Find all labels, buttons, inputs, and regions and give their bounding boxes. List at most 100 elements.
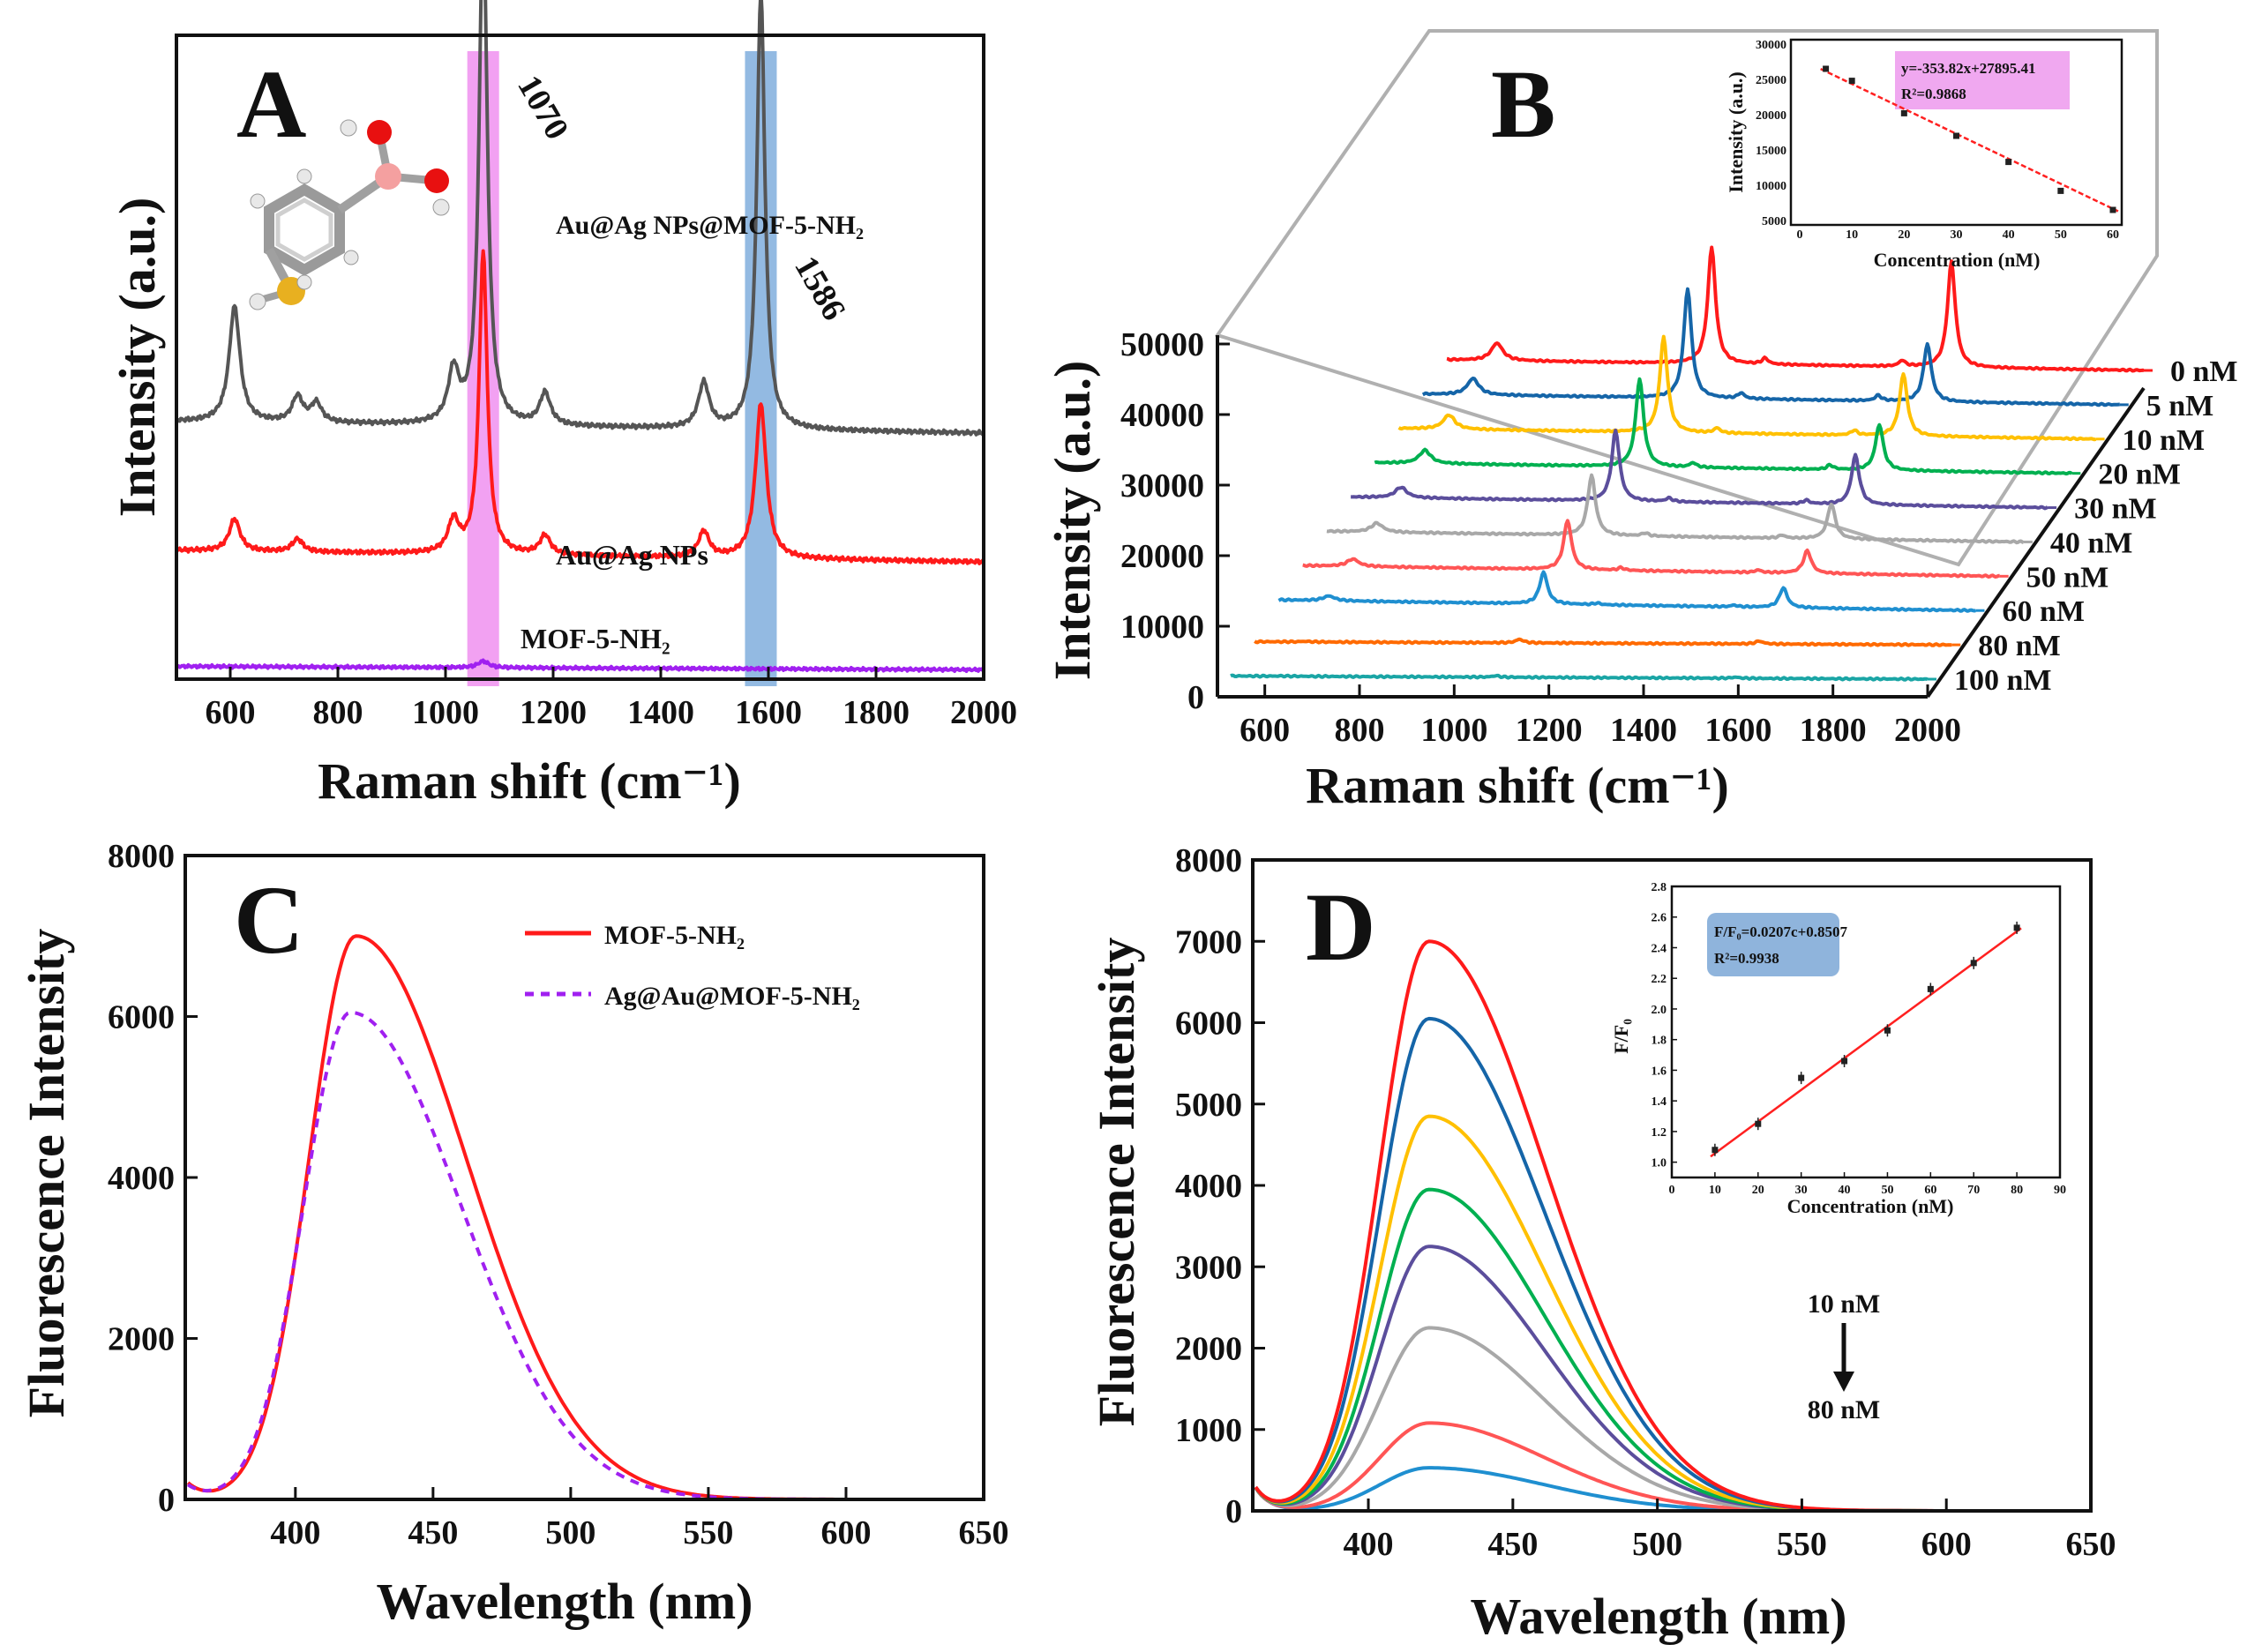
panel-d-y-tick-label: 0 bbox=[1225, 1493, 1242, 1530]
panel-d-inset-point bbox=[1884, 1027, 1891, 1034]
panel-d-inset-x-tick-label: 90 bbox=[2054, 1184, 2066, 1197]
panel-d-inset-point bbox=[2013, 924, 2020, 931]
panel-a-label: A bbox=[236, 50, 306, 158]
panel-d-inset-y-tick-label: 2.8 bbox=[1652, 881, 1667, 894]
panel-b-inset-point bbox=[2109, 206, 2116, 213]
panel-b-inset-point bbox=[1823, 65, 1830, 72]
panel-b-concentration-label: 100 nM bbox=[1954, 664, 2052, 697]
panel-b-x-tick-label: 1400 bbox=[1610, 712, 1677, 749]
panel-b-inset-x-tick-label: 40 bbox=[2003, 228, 2015, 242]
panel-d-inset-point bbox=[1755, 1120, 1762, 1127]
panel-d-inset-point bbox=[1841, 1058, 1848, 1065]
panel-b-label: B bbox=[1491, 50, 1555, 158]
panel-c-spectra bbox=[186, 934, 984, 1501]
panel-d-x-tick-label: 550 bbox=[1777, 1526, 1827, 1563]
panel-d-inset-y-tick-label: 1.6 bbox=[1652, 1065, 1667, 1078]
panel-c-y-axis-title: Fluorescence Intensity bbox=[18, 929, 75, 1418]
panel-b-x-ticks: 600 800 1000 1200 1400 1600 1800 2000 bbox=[1240, 684, 1961, 749]
panel-a-x-tick-label: 600 bbox=[206, 694, 256, 731]
panel-b-inset-equation-box bbox=[1895, 51, 2070, 109]
panel-d-inset-r2: R²=0.9938 bbox=[1714, 950, 1779, 967]
panel-c-x-tick-label: 450 bbox=[408, 1514, 458, 1551]
panel-c-x-ticks: 400 450 500 550 600 650 bbox=[270, 1487, 1009, 1551]
panel-a-x-axis-title: Raman shift (cm⁻¹) bbox=[318, 752, 741, 810]
panel-a-x-tick-label: 1600 bbox=[735, 694, 802, 731]
panel-d-inset-x-tick-label: 40 bbox=[1839, 1184, 1851, 1197]
panel-d-inset-point bbox=[1798, 1074, 1805, 1081]
panel-d-y-axis-title: Fluorescence Intensity bbox=[1088, 938, 1145, 1427]
panel-b-spectrum-5nM bbox=[1421, 287, 2121, 407]
panel-b-spectrum-50nM bbox=[1302, 519, 2001, 579]
panel-d-x-tick-label: 600 bbox=[1921, 1526, 1972, 1563]
panel-d-y-ticks: 0 1000 2000 3000 4000 5000 6000 7000 8000 bbox=[1175, 842, 1265, 1530]
panel-b-spectrum-10nM bbox=[1397, 334, 2097, 442]
panel-b-inset-x-tick-label: 10 bbox=[1846, 228, 1858, 242]
panel-d-inset-data: 0 10 20 30 40 50 60 70 80 90 1.0 1.2 1.4 1.6 1.8 2.0 2.2… bbox=[1652, 881, 2067, 1197]
panel-d-x-tick-label: 500 bbox=[1632, 1526, 1682, 1563]
panel-d-y-tick-label: 8000 bbox=[1175, 842, 1242, 879]
panel-c-y-tick-label: 4000 bbox=[108, 1160, 175, 1197]
panel-b-inset-y-tick-label: 10000 bbox=[1756, 180, 1786, 193]
panel-a-spectrum-0 bbox=[175, 0, 985, 437]
panel-a-x-tick-label: 2000 bbox=[950, 694, 1017, 731]
panel-d-inset: F/F₀=0.0207c+0.8507 R²=0.9938 0 10 20 30 40 5… bbox=[1610, 881, 2066, 1217]
panel-b-concentration-label: 10 nM bbox=[2123, 424, 2206, 457]
panel-a: 600 800 1000 1200 1400 1600 1800 2000 A Raman s… bbox=[109, 0, 1017, 810]
panel-d-inset-y-tick-label: 2.6 bbox=[1652, 912, 1667, 925]
panel-d-y-tick-label: 2000 bbox=[1175, 1331, 1242, 1368]
panel-b-x-tick-label: 600 bbox=[1240, 712, 1290, 749]
panel-c-x-tick-label: 650 bbox=[959, 1514, 1009, 1551]
panel-b-x-tick-label: 2000 bbox=[1894, 712, 1961, 749]
panel-b-3d-back-wall bbox=[1214, 29, 2159, 567]
panel-b-concentration-label: 0 nM bbox=[2170, 355, 2238, 388]
panel-b-inset-r2: R²=0.9868 bbox=[1901, 86, 1966, 102]
panel-d-inset-x-tick-label: 80 bbox=[2011, 1184, 2023, 1197]
panel-b-y-axis-title: Intensity (a.u.) bbox=[1044, 361, 1101, 681]
panel-d-x-tick-label: 650 bbox=[2066, 1526, 2116, 1563]
panel-b-inset-y-tick-label: 20000 bbox=[1756, 109, 1786, 123]
panel-c-spectrum-0 bbox=[186, 934, 984, 1501]
panel-a-peak-label-1586: 1586 bbox=[787, 250, 852, 327]
panel-b-x-tick-label: 1600 bbox=[1704, 712, 1771, 749]
panel-b-inset-x-tick-label: 50 bbox=[2055, 228, 2067, 242]
panel-b-inset-x-tick-label: 0 bbox=[1797, 228, 1803, 242]
panel-c-x-tick-label: 500 bbox=[545, 1514, 595, 1551]
panel-b-concentration-label: 60 nM bbox=[2002, 595, 2085, 628]
panel-b-spectrum-30nM bbox=[1350, 428, 2049, 511]
panel-d-inset-y-tick-label: 2.2 bbox=[1652, 973, 1667, 986]
panel-c-y-ticks: 0 2000 4000 6000 8000 bbox=[108, 838, 198, 1519]
panel-b-x-axis-title: Raman shift (cm⁻¹) bbox=[1306, 757, 1729, 814]
panel-d-arrow-label-top: 10 nM bbox=[1808, 1289, 1881, 1319]
panel-b-x-tick-label: 800 bbox=[1335, 712, 1385, 749]
panel-b-concentration-label: 80 nM bbox=[1978, 630, 2061, 662]
panel-b-x-tick-label: 1800 bbox=[1800, 712, 1867, 749]
molecule-icon bbox=[249, 119, 450, 310]
panel-b-inset-data: 0 10 20 30 40 50 60 5000 10000 15000 20000 25000 300… bbox=[1756, 39, 2119, 242]
panel-b-y-tick-label: 40000 bbox=[1120, 397, 1204, 434]
panel-a-series-label-auag: Au@Ag NPs bbox=[556, 539, 708, 571]
panel-b-inset-point bbox=[2057, 187, 2064, 194]
panel-b-spectra bbox=[1230, 245, 2153, 682]
panel-b-inset-point bbox=[1900, 109, 1907, 116]
panel-a-x-tick-label: 1400 bbox=[627, 694, 694, 731]
panel-a-x-tick-label: 1800 bbox=[843, 694, 910, 731]
panel-a-x-ticks: 600 800 1000 1200 1400 1600 1800 2000 bbox=[206, 667, 1017, 731]
panel-b-spectrum-40nM bbox=[1326, 473, 2025, 545]
panel-a-x-tick-label: 800 bbox=[313, 694, 363, 731]
panel-b-inset-y-tick-label: 15000 bbox=[1756, 145, 1786, 158]
panel-c-legend-label-composite: Ag@Au@MOF-5-NH₂ bbox=[604, 982, 860, 1011]
panel-a-spectrum-2 bbox=[175, 658, 985, 673]
panel-d-y-tick-label: 6000 bbox=[1175, 1005, 1242, 1043]
panel-b-inset-x-tick-label: 60 bbox=[2107, 228, 2119, 242]
panel-d-y-tick-label: 4000 bbox=[1175, 1168, 1242, 1205]
panel-b-z-axis-line bbox=[1926, 386, 2146, 699]
panel-d-inset-x-axis-title: Concentration (nM) bbox=[1787, 1195, 1954, 1217]
panel-d-inset-point bbox=[1711, 1147, 1719, 1154]
panel-b-concentration-label: 40 nM bbox=[2050, 527, 2133, 559]
panel-d-inset-x-tick-label: 50 bbox=[1881, 1184, 1893, 1197]
panel-d-inset-y-tick-label: 1.8 bbox=[1652, 1035, 1667, 1048]
panel-b-inset-equation: y=-353.82x+27895.41 bbox=[1901, 60, 2036, 77]
